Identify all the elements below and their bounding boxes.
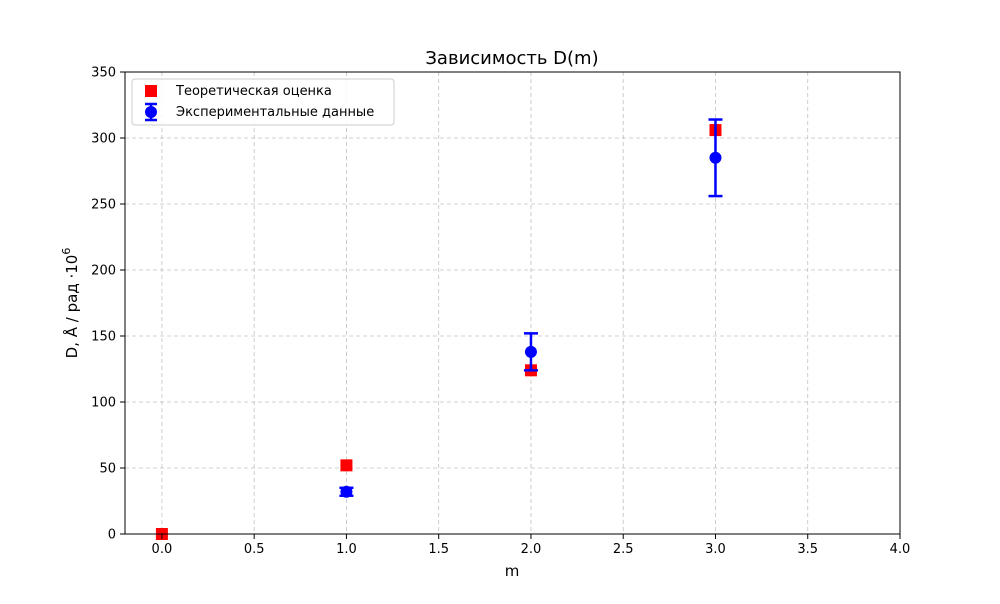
x-tick-label: 2.0 (521, 542, 542, 557)
x-tick-label: 0.5 (244, 542, 265, 557)
legend-label-theory: Теоретическая оценка (175, 84, 332, 99)
x-tick-label: 4.0 (890, 542, 911, 557)
x-tick-label: 0.0 (152, 542, 173, 557)
axis-ticks: 0.0 0.5 1.0 1.5 2.0 2.5 3.0 3.5 4.0 0 50 100 150 200 2… (91, 66, 910, 558)
data-point-circle (524, 345, 537, 358)
legend-label-experiment: Экспериментальные данные (176, 105, 374, 120)
y-axis-label-exponent: 6 (60, 248, 73, 255)
y-tick-label: 350 (91, 66, 116, 81)
data-point-circle (709, 151, 722, 164)
data-point-circle (340, 485, 353, 498)
x-tick-label: 1.0 (336, 542, 357, 557)
legend-box (131, 78, 395, 126)
y-tick-label: 250 (91, 198, 116, 213)
x-axis-label: m (505, 562, 520, 580)
x-tick-label: 3.0 (705, 542, 726, 557)
x-tick-label: 3.5 (797, 542, 818, 557)
chart-title: Зависимость D(m) (425, 48, 598, 69)
legend: Теоретическая оценка Экспериментальные д… (131, 78, 395, 126)
legend-marker-theory (145, 85, 157, 97)
legend-marker-experiment (145, 106, 157, 118)
y-axis-label: D, Å / рад ·106 (60, 248, 81, 359)
x-tick-label: 1.5 (428, 542, 449, 557)
y-tick-label: 150 (91, 330, 116, 345)
plot-frame (124, 71, 901, 535)
y-tick-label: 200 (91, 264, 116, 279)
data-layer (155, 118, 723, 540)
y-tick-label: 0 (108, 528, 116, 543)
y-tick-label: 300 (91, 132, 116, 147)
x-tick-label: 2.5 (613, 542, 634, 557)
y-axis-label-main: D, Å / рад ·10 (62, 255, 81, 359)
y-tick-label: 100 (91, 396, 116, 411)
series-experiment (339, 118, 723, 498)
y-tick-label: 50 (99, 462, 116, 477)
data-point-square (340, 459, 353, 472)
